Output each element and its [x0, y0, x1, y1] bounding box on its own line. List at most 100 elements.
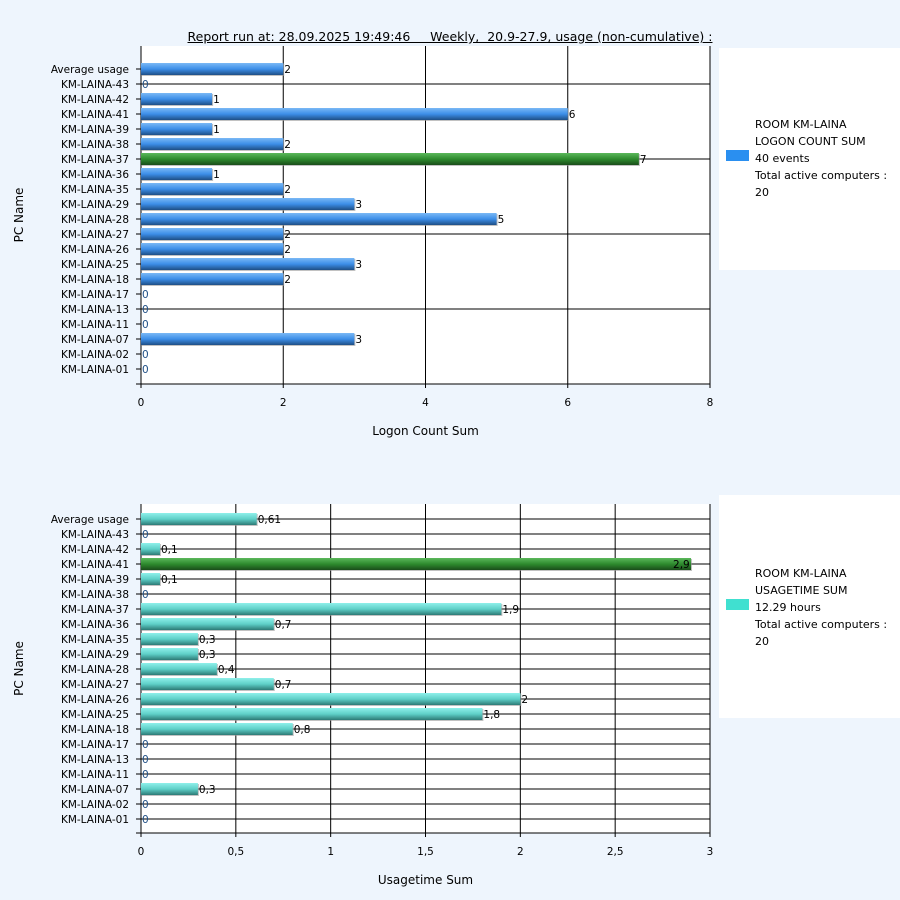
bar	[141, 183, 284, 195]
legend-logon: ROOM KM-LAINA LOGON COUNT SUM 40 events …	[719, 48, 900, 270]
data-label: 2	[521, 694, 528, 706]
legend-swatch	[726, 599, 749, 610]
y-tick-label: KM-LAINA-28	[61, 214, 129, 226]
legend-line: Total active computers :	[755, 169, 888, 182]
data-label: 2	[284, 139, 291, 151]
y-tick-label: KM-LAINA-42	[61, 544, 129, 556]
data-label: 0	[142, 349, 149, 361]
legend-line: LOGON COUNT SUM	[755, 135, 866, 148]
data-label: 2	[284, 184, 291, 196]
data-label: 0	[142, 814, 149, 826]
data-label: 7	[640, 154, 647, 166]
report-title-text: Report run at: 28.09.2025 19:49:46 Weekl…	[187, 29, 713, 44]
y-tick-label: KM-LAINA-11	[61, 769, 129, 781]
data-label: 0,8	[294, 724, 311, 736]
data-label: 0	[142, 304, 149, 316]
data-label: 0	[142, 769, 149, 781]
y-tick-label: KM-LAINA-43	[61, 529, 129, 541]
data-label: 0,4	[218, 664, 235, 676]
y-tick-label: KM-LAINA-35	[61, 634, 129, 646]
data-label: 0,3	[199, 649, 216, 661]
y-tick-label: KM-LAINA-29	[61, 649, 129, 661]
y-tick-label: KM-LAINA-01	[61, 364, 129, 376]
data-label: 0	[142, 739, 149, 751]
data-label: 0	[142, 364, 149, 376]
y-tick-label: KM-LAINA-43	[61, 79, 129, 91]
data-label: 1	[213, 124, 220, 136]
x-tick-label: 2	[280, 397, 287, 409]
y-axis-title: PC Name	[12, 188, 26, 243]
y-tick-label: KM-LAINA-25	[61, 709, 129, 721]
y-tick-label: KM-LAINA-35	[61, 184, 129, 196]
x-tick-label: 4	[422, 397, 429, 409]
data-label: 1	[213, 169, 220, 181]
bar	[141, 108, 568, 120]
y-tick-label: KM-LAINA-18	[61, 724, 129, 736]
bar	[141, 543, 160, 555]
x-tick-label: 1	[327, 846, 334, 858]
legend-line: 12.29 hours	[755, 601, 821, 614]
data-label: 2	[284, 244, 291, 256]
y-tick-label: KM-LAINA-13	[61, 304, 129, 316]
data-label: 0,7	[275, 619, 292, 631]
data-label: 2	[284, 64, 291, 76]
x-axis-title: Usagetime Sum	[378, 873, 473, 887]
report-title: Report run at: 28.09.2025 19:49:46 Weekl…	[0, 29, 900, 44]
data-label: 3	[355, 259, 362, 271]
y-tick-label: Average usage	[51, 64, 129, 76]
y-tick-label: KM-LAINA-13	[61, 754, 129, 766]
y-tick-label: KM-LAINA-26	[61, 244, 129, 256]
data-label: 1,9	[502, 604, 519, 616]
legend-usagetime: ROOM KM-LAINA USAGETIME SUM 12.29 hours …	[719, 495, 900, 718]
bar	[141, 123, 213, 135]
y-tick-label: KM-LAINA-39	[61, 574, 129, 586]
bar	[141, 633, 198, 645]
data-label: 1,8	[483, 709, 500, 721]
legend-line: 20	[755, 635, 769, 648]
y-tick-label: KM-LAINA-41	[61, 559, 129, 571]
data-label: 0,3	[199, 634, 216, 646]
bar	[141, 783, 198, 795]
bar	[141, 558, 692, 570]
y-axis-title: PC Name	[12, 641, 26, 696]
data-label: 0	[142, 319, 149, 331]
data-label: 0	[142, 754, 149, 766]
bar	[141, 138, 284, 150]
x-tick-label: 6	[564, 397, 571, 409]
legend-line: ROOM KM-LAINA	[755, 567, 847, 580]
bar	[141, 168, 213, 180]
legend-line: ROOM KM-LAINA	[755, 118, 847, 131]
bar	[141, 153, 639, 165]
data-label: 2	[284, 274, 291, 286]
bar	[141, 573, 160, 585]
bar	[141, 273, 284, 285]
y-tick-label: KM-LAINA-07	[61, 784, 129, 796]
x-tick-label: 0	[138, 397, 145, 409]
bar	[141, 693, 521, 705]
data-label: 3	[355, 199, 362, 211]
x-tick-label: 0	[138, 846, 145, 858]
bar	[141, 93, 213, 105]
y-tick-label: KM-LAINA-28	[61, 664, 129, 676]
bar	[141, 603, 502, 615]
data-label: 2,9	[673, 559, 690, 571]
y-tick-label: KM-LAINA-41	[61, 109, 129, 121]
bar	[141, 618, 274, 630]
y-tick-label: Average usage	[51, 514, 129, 526]
data-label: 0	[142, 529, 149, 541]
bar	[141, 648, 198, 660]
data-label: 0	[142, 289, 149, 301]
legend-line: 20	[755, 186, 769, 199]
data-label: 0	[142, 79, 149, 91]
y-tick-label: KM-LAINA-27	[61, 229, 129, 241]
bar	[141, 708, 483, 720]
y-tick-label: KM-LAINA-37	[61, 154, 129, 166]
y-tick-label: KM-LAINA-11	[61, 319, 129, 331]
data-label: 2	[284, 229, 291, 241]
x-tick-label: 2	[517, 846, 524, 858]
y-tick-label: KM-LAINA-01	[61, 814, 129, 826]
data-label: 5	[498, 214, 505, 226]
legend-line: Total active computers :	[755, 618, 888, 631]
bar	[141, 513, 257, 525]
y-tick-label: KM-LAINA-17	[61, 739, 129, 751]
